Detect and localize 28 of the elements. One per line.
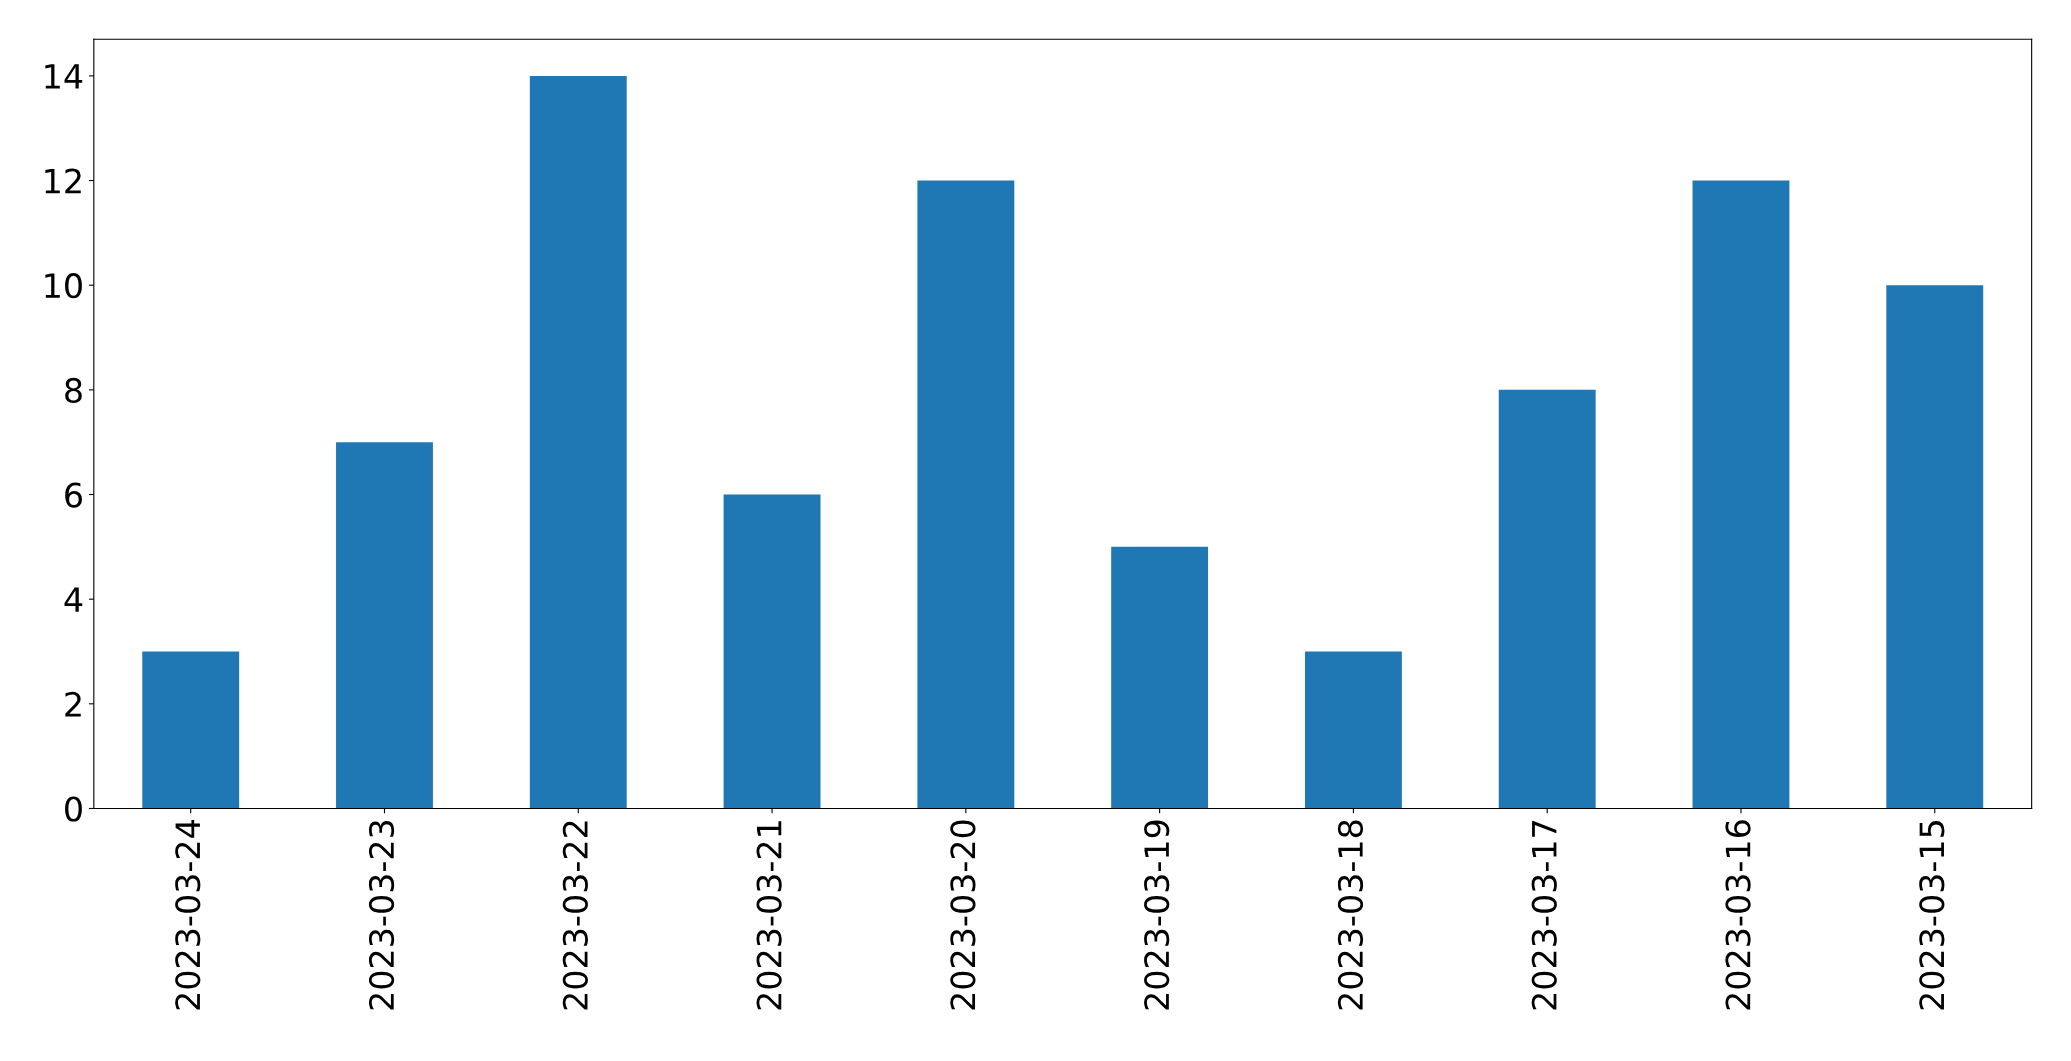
x-tick-label: 2023-03-20 (950, 820, 976, 1010)
x-tick-label: 2023-03-23 (368, 820, 395, 1010)
x-tick-label: 2023-03-18 (1337, 820, 1364, 1010)
y-tick-label: 2 (65, 691, 81, 717)
y-tick-label: 4 (64, 587, 83, 612)
x-tick-label: 2023-03-19 (1144, 820, 1170, 1010)
y-tick-label: 14 (45, 64, 83, 89)
bar (1498, 389, 1596, 809)
x-tick-label: 2023-03-24 (175, 820, 201, 1010)
bar (1111, 546, 1209, 809)
x-tick-label: 2023-03-16 (1725, 820, 1751, 1010)
bar (336, 442, 433, 809)
x-tick-label: 2023-03-15 (1919, 821, 1945, 1010)
x-tick-label: 2023-03-17 (1531, 821, 1557, 1010)
x-tick-label: 2023-03-22 (562, 821, 588, 1010)
y-tick-label: 10 (45, 273, 82, 299)
y-tick-label: 6 (65, 482, 82, 508)
bar (1304, 651, 1402, 809)
bar (529, 75, 627, 809)
bar (723, 494, 821, 809)
bar (142, 651, 240, 809)
y-tick-label: 8 (65, 377, 82, 403)
bar (917, 180, 1015, 809)
bar (1692, 180, 1790, 809)
y-tick-label: 12 (45, 168, 81, 194)
bar (1886, 285, 1984, 809)
x-tick-label: 2023-03-21 (756, 821, 782, 1010)
y-tick-label: 0 (65, 796, 82, 822)
